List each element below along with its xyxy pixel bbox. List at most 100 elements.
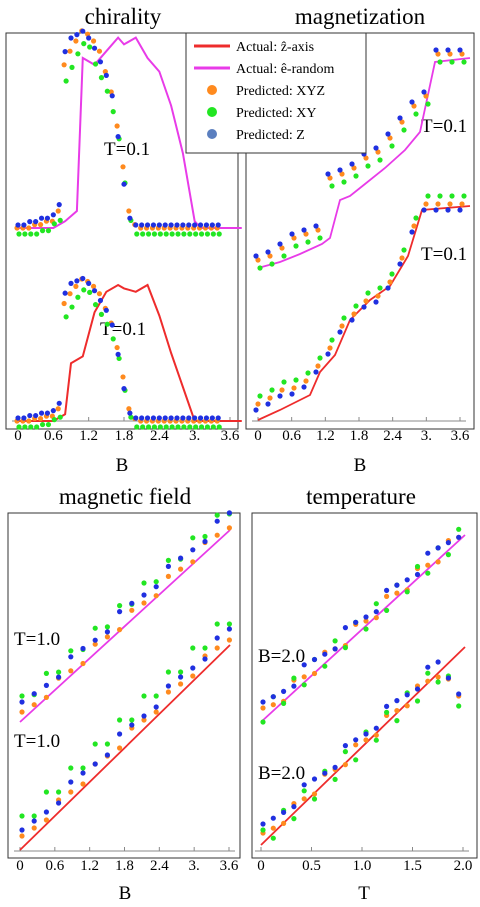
point-temperature [301, 662, 307, 668]
point-magnetic-field [226, 626, 232, 632]
point-chirality-xy [140, 231, 146, 237]
point-magnetic-field [31, 691, 37, 697]
point-magnetization [277, 241, 283, 247]
annotation-chirality-top: T=0.1 [104, 139, 150, 160]
x-tick-label-chirality: 0 [14, 428, 22, 444]
point-chirality-xy [81, 41, 87, 47]
point-chirality-z [38, 215, 45, 221]
point-magnetic-field [141, 600, 147, 606]
point-chirality-xy [140, 424, 146, 430]
point-magnetization [423, 201, 429, 207]
point-chirality-xyz [37, 415, 44, 422]
point-chirality-xy [22, 231, 28, 237]
point-temperature [322, 770, 328, 776]
legend-label-predicted-xy: Predicted: XY [236, 106, 316, 121]
point-chirality-xy [163, 424, 169, 430]
point-chirality-z [156, 415, 162, 421]
point-chirality-xy [16, 231, 22, 237]
point-temperature [301, 788, 307, 794]
x-tick-label-magnetic-field: 1.8 [115, 858, 134, 874]
point-chirality-z [56, 202, 62, 208]
point-magnetic-field [190, 665, 196, 671]
curve-magnetic-field-e-random [19, 529, 231, 723]
point-chirality-z [50, 408, 56, 414]
point-magnetization [293, 377, 299, 383]
point-magnetization [413, 111, 419, 117]
point-magnetization [253, 253, 259, 259]
point-temperature [270, 702, 276, 708]
x-tick-label-magnetic-field: 0.6 [45, 858, 64, 874]
point-magnetization [433, 207, 439, 213]
point-chirality-z [127, 410, 133, 416]
point-temperature [435, 545, 441, 551]
point-temperature [322, 663, 328, 669]
point-magnetic-field [68, 654, 74, 660]
point-chirality-xy [75, 294, 81, 300]
x-tick-label-magnetic-field: 3. [189, 858, 200, 874]
point-temperature [281, 700, 287, 707]
point-magnetic-field [117, 603, 123, 609]
title-magnetization: magnetization [295, 4, 426, 29]
point-magnetic-field [80, 645, 86, 652]
point-temperature [311, 796, 318, 802]
point-temperature [301, 782, 307, 788]
point-temperature [322, 651, 328, 657]
point-chirality-xyz [55, 208, 61, 214]
point-magnetization [457, 47, 463, 53]
point-magnetic-field [165, 573, 171, 580]
point-chirality-z [27, 412, 33, 419]
point-magnetic-field [214, 512, 220, 518]
point-magnetization [437, 59, 443, 65]
point-chirality-xyz [37, 222, 44, 228]
point-chirality-z [74, 31, 80, 38]
point-magnetic-field [56, 674, 62, 680]
point-magnetization [327, 345, 333, 351]
point-magnetization [421, 207, 427, 213]
point-chirality-z [203, 415, 210, 421]
point-chirality-xy [57, 217, 63, 223]
point-chirality-xy [157, 231, 163, 237]
point-chirality-xy [45, 228, 52, 234]
point-chirality-xy [28, 424, 34, 430]
point-magnetization [435, 201, 441, 207]
point-magnetization [363, 298, 369, 304]
point-magnetic-field [43, 789, 50, 795]
x-tick-label-magnetic-field: 2.4 [150, 858, 169, 874]
point-chirality-z [133, 222, 139, 228]
point-magnetization [291, 385, 297, 391]
point-magnetization [329, 183, 335, 189]
x-tick-label-chirality: 3.6 [221, 428, 240, 444]
point-magnetization [325, 351, 331, 357]
point-temperature [373, 601, 379, 607]
point-magnetic-field [19, 693, 25, 699]
point-magnetization [265, 401, 271, 407]
legend-swatch-predicted-xy [207, 107, 217, 117]
point-magnetization [361, 304, 367, 310]
point-temperature [332, 776, 338, 783]
point-chirality-z [139, 415, 145, 421]
legend-label-actual-random: Actual: ê-random [236, 62, 334, 77]
point-magnetization [291, 235, 297, 241]
point-temperature [384, 709, 390, 716]
point-chirality-z [174, 415, 180, 421]
point-chirality-xy [81, 287, 87, 293]
legend-label-predicted-xyz: Predicted: XYZ [236, 84, 325, 99]
point-magnetic-field [153, 693, 159, 699]
point-magnetization [397, 115, 403, 121]
point-chirality-xy [51, 417, 57, 423]
point-magnetic-field [214, 645, 220, 651]
title-chirality: chirality [85, 4, 162, 29]
point-chirality-z [180, 415, 186, 421]
xlabel-temperature: T [358, 883, 370, 904]
point-magnetic-field [141, 717, 147, 723]
point-chirality-xy [187, 231, 193, 237]
x-tick-label-magnetization: 1.2 [316, 428, 335, 444]
point-magnetic-field [92, 637, 98, 643]
annotation-magnetization-bottom: T=0.1 [421, 244, 467, 265]
point-magnetization [425, 193, 431, 199]
point-chirality-xy [193, 424, 199, 430]
point-chirality-xyz [96, 48, 103, 54]
panel-chirality: chirality T=0.1 T=0.1 0 0.6 1.2 1.8 2.4 3. 3.6… [5, 4, 242, 476]
point-temperature [342, 749, 348, 755]
point-magnetization [269, 387, 275, 393]
